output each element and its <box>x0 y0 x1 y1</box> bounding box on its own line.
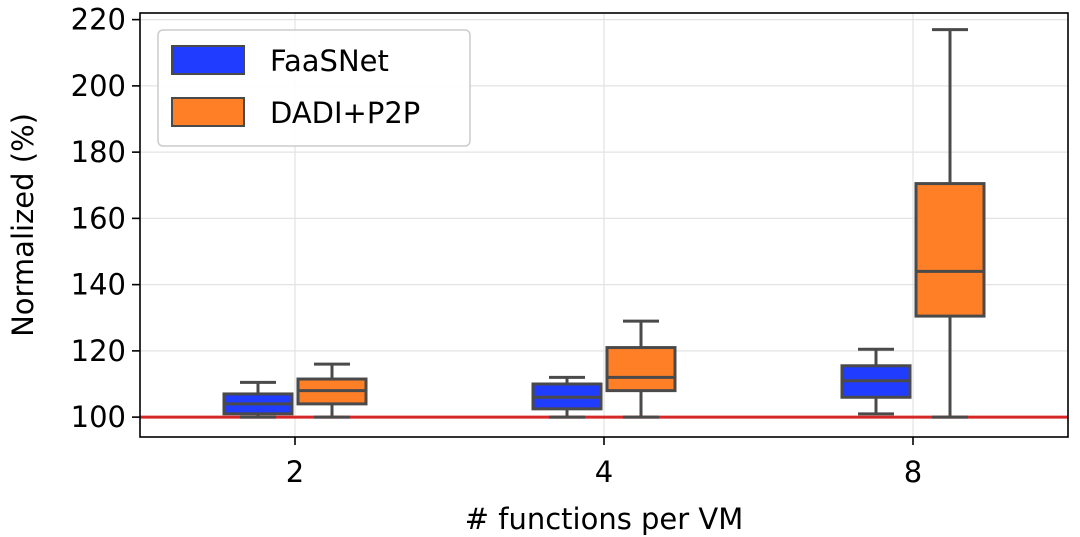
x-tick-label: 4 <box>595 455 613 489</box>
box-iqr <box>605 346 677 393</box>
y-axis-title: Normalized (%) <box>6 113 40 337</box>
box-dadi-p2p-2 <box>296 362 368 419</box>
legend-swatch <box>171 97 245 127</box>
box-faasnet-8 <box>840 347 912 416</box>
y-tick-label: 180 <box>71 135 126 169</box>
box-dadi-p2p-4 <box>605 319 677 419</box>
boxes-layer <box>222 28 986 419</box>
x-axis-title: # functions per VM <box>465 502 744 536</box>
legend-label: DADI+P2P <box>270 96 420 130</box>
x-axis: 2 4 8 <box>286 437 922 489</box>
y-axis: 100 120 140 160 180 200 220 <box>71 3 140 434</box>
y-tick-label: 200 <box>71 69 126 103</box>
legend: FaaSNet DADI+P2P <box>157 29 471 147</box>
y-tick-label: 220 <box>71 3 126 37</box>
y-tick-label: 140 <box>71 268 126 302</box>
y-tick-label: 100 <box>71 400 126 434</box>
box-faasnet-2 <box>222 380 294 419</box>
box-faasnet-4 <box>531 375 603 419</box>
x-tick-label: 2 <box>286 455 304 489</box>
y-tick-label: 120 <box>71 334 126 368</box>
box-iqr <box>914 182 986 318</box>
y-tick-label: 160 <box>71 201 126 235</box>
x-tick-label: 8 <box>904 455 922 489</box>
legend-swatch <box>171 45 245 75</box>
legend-label: FaaSNet <box>270 44 389 78</box>
box-dadi-p2p-8 <box>914 28 986 419</box>
